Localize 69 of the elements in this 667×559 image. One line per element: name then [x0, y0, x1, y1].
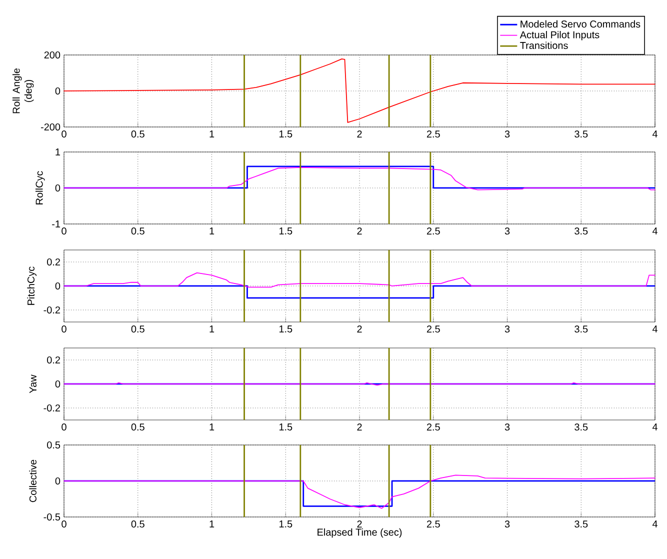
x-tick-label: 3.5 — [574, 520, 588, 528]
y-axis-title: Roll Angle (deg) — [12, 68, 34, 114]
y-tick-label: -1 — [52, 220, 60, 228]
x-tick-label: 3.5 — [574, 326, 588, 333]
y-axis-title: RollCyc — [36, 171, 45, 204]
legend-label: Transitions — [520, 42, 568, 49]
x-tick-label: 0.5 — [131, 424, 144, 431]
x-tick-label: 4 — [652, 130, 658, 138]
y-tick-label: 200 — [44, 51, 60, 59]
x-axis-title: Elapsed Time (sec) — [318, 528, 402, 538]
y-tick-label: 0.5 — [47, 441, 60, 449]
legend-label: Actual Pilot Inputs — [520, 30, 600, 40]
x-tick-label: 1.5 — [279, 130, 292, 138]
y-tick-label: -0.2 — [44, 306, 60, 314]
y-tick-label: 1 — [56, 148, 60, 156]
x-tick-label: 1.5 — [279, 326, 292, 332]
y-axis-title: PitchCyc — [27, 266, 36, 305]
y-tick-label: -0.5 — [44, 513, 60, 521]
x-tick-label: 1 — [210, 130, 214, 138]
y-tick-label: 0 — [55, 380, 60, 388]
y-tick-label: 0.2 — [47, 356, 60, 364]
y-tick-label: 0 — [55, 477, 60, 485]
x-tick-label: 1 — [210, 228, 214, 234]
x-tick-label: 0 — [62, 520, 66, 528]
x-tick-label: 0.5 — [131, 130, 144, 138]
x-tick-label: 0.5 — [131, 326, 144, 333]
x-tick-label: 4 — [652, 424, 658, 430]
x-tick-label: 2.5 — [426, 228, 440, 235]
x-tick-label: 3 — [504, 520, 510, 528]
x-tick-label: 3 — [504, 424, 510, 431]
x-tick-label: 3.5 — [574, 130, 588, 138]
x-tick-label: 0.5 — [131, 228, 144, 235]
x-tick-label: 0 — [62, 228, 66, 235]
x-tick-label: 2 — [357, 130, 362, 138]
y-tick-label: 0 — [55, 87, 60, 95]
x-tick-label: 2.5 — [426, 130, 440, 138]
y-tick-label: 0.2 — [47, 258, 60, 266]
x-tick-label: 4 — [652, 326, 658, 332]
x-tick-label: 2.5 — [426, 326, 440, 333]
x-tick-label: 3.5 — [574, 228, 588, 235]
x-tick-label: 2.5 — [426, 424, 440, 431]
y-tick-label: 0 — [55, 184, 60, 192]
x-tick-label: 2 — [357, 326, 362, 332]
x-tick-label: 3 — [504, 130, 510, 138]
x-tick-label: 2.5 — [426, 520, 440, 528]
x-tick-label: 2 — [357, 520, 362, 528]
x-tick-label: 1 — [210, 424, 214, 430]
x-tick-label: 2 — [357, 228, 362, 234]
legend-label: Modeled Servo Commands — [520, 20, 640, 28]
y-tick-label: 0 — [55, 282, 60, 290]
x-tick-label: 1 — [210, 326, 214, 332]
y-tick-label: -0.2 — [44, 404, 60, 412]
y-axis-title: Yaw — [30, 374, 36, 394]
x-tick-label: 0 — [62, 130, 66, 138]
x-tick-label: 0 — [62, 326, 66, 333]
x-tick-label: 4 — [652, 228, 658, 234]
x-tick-label: 1 — [210, 520, 214, 528]
y-tick-label: -200 — [40, 123, 60, 131]
x-tick-label: 1.5 — [279, 520, 292, 528]
x-tick-label: 3.5 — [574, 424, 588, 431]
x-tick-label: 1.5 — [279, 424, 292, 430]
x-tick-label: 0.5 — [131, 520, 144, 528]
x-tick-label: 4 — [652, 520, 658, 528]
x-tick-label: 3 — [504, 228, 510, 235]
x-tick-label: 0 — [62, 424, 66, 431]
y-axis-title: Collective — [29, 460, 36, 502]
x-tick-label: 2 — [357, 424, 362, 430]
x-tick-label: 1.5 — [279, 228, 292, 234]
x-tick-label: 3 — [504, 326, 510, 333]
